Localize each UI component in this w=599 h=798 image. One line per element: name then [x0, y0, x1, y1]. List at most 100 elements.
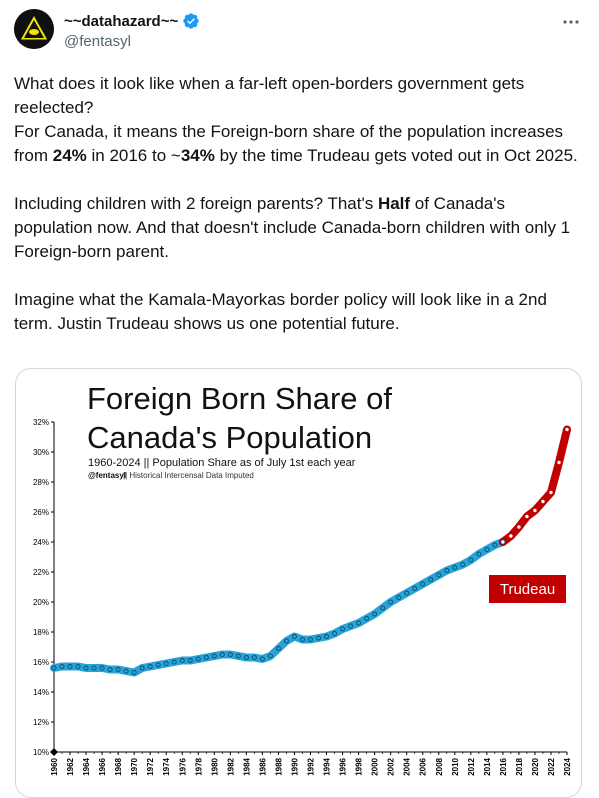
- data-point: [436, 572, 442, 578]
- data-point: [203, 655, 209, 660]
- y-tick-label: 18%: [33, 628, 49, 637]
- data-point: [51, 665, 57, 671]
- x-tick-label: 1992: [307, 757, 316, 775]
- tweet-text: What does it look like when a far-left o…: [14, 72, 584, 336]
- x-tick-label: 1994: [323, 757, 332, 775]
- x-tick-label: 1990: [290, 757, 299, 775]
- tweet-paragraph: Imagine what the Kamala-Mayorkas border …: [14, 288, 584, 336]
- x-tick-label: 2020: [531, 757, 540, 775]
- chart-credit-handle: @fentasyl: [88, 471, 126, 480]
- data-point-trudeau: [557, 460, 561, 465]
- x-tick-label: 2006: [419, 757, 428, 775]
- more-options-icon[interactable]: [561, 12, 581, 32]
- avatar[interactable]: [14, 9, 54, 49]
- x-tick-label: 1968: [114, 757, 123, 775]
- data-point: [380, 605, 386, 611]
- trudeau-label: Trudeau: [500, 581, 555, 598]
- x-tick-label: 2010: [451, 757, 460, 775]
- axis-origin-marker: [50, 748, 58, 756]
- data-point: [460, 562, 466, 567]
- tweet-bold-run: Half: [377, 194, 411, 213]
- x-tick-label: 2008: [435, 757, 444, 775]
- data-point: [219, 652, 225, 657]
- tweet-text-run: by the time Trudeau gets voted out in Oc…: [214, 146, 578, 165]
- data-point: [163, 661, 169, 666]
- x-tick-label: 2014: [483, 757, 492, 775]
- user-handle[interactable]: @fentasyl: [64, 33, 131, 50]
- trudeau-label-box: [489, 575, 566, 603]
- data-point: [179, 658, 185, 663]
- tweet-media[interactable]: 32% 30% 28% 26% 24% 22% 20% 18% 16% 14% 12% 10% 1960…: [15, 368, 582, 798]
- data-point: [251, 655, 257, 660]
- tweet-paragraph: For Canada, it means the Foreign-born sh…: [14, 120, 584, 168]
- chart-credit-note: || Historical Intercensal Data Imputed: [123, 471, 254, 480]
- data-point: [275, 646, 281, 651]
- data-point: [484, 547, 490, 552]
- tweet-text-run: in 2016 to ~: [86, 146, 181, 165]
- tweet-bold-run: 34%: [180, 146, 215, 165]
- tweet-paragraph: Including children with 2 foreign parent…: [14, 192, 584, 264]
- data-point: [476, 551, 482, 557]
- data-point: [195, 656, 201, 662]
- chart-subtitle: 1960-2024 || Population Share as of July…: [88, 457, 356, 469]
- y-tick-label: 20%: [33, 598, 49, 607]
- data-point: [396, 595, 402, 600]
- y-tick-label: 32%: [33, 418, 49, 427]
- display-name[interactable]: ~~datahazard~~: [64, 12, 179, 30]
- data-point: [292, 634, 297, 639]
- x-tick-label: 1984: [242, 757, 251, 775]
- x-tick-label: 1976: [178, 757, 187, 775]
- x-tick-label: 2016: [499, 757, 508, 775]
- x-tick-label: 1978: [194, 757, 203, 775]
- data-point: [59, 664, 65, 669]
- data-point: [404, 590, 410, 596]
- data-point: [139, 665, 145, 671]
- x-tick-label: 1980: [210, 757, 219, 775]
- tweet-bold-run: 24%: [52, 146, 87, 165]
- x-tick-label: 1982: [226, 757, 235, 775]
- data-point: [131, 670, 137, 675]
- data-point-trudeau: [541, 499, 545, 504]
- hazard-logo-icon: [14, 9, 54, 49]
- data-point-trudeau: [549, 490, 553, 495]
- data-point: [147, 664, 153, 669]
- data-point: [332, 631, 337, 636]
- data-point: [444, 568, 450, 573]
- y-tick-label: 22%: [33, 568, 49, 577]
- y-tick-label: 28%: [33, 478, 49, 487]
- data-point: [324, 634, 329, 639]
- tweet-text-run: Including children with 2 foreign parent…: [14, 194, 378, 213]
- paragraph-gap: [14, 168, 584, 192]
- data-point-trudeau: [533, 508, 537, 513]
- data-point: [316, 635, 321, 641]
- x-tick-label: 2004: [403, 757, 412, 775]
- x-tick-label: 2022: [547, 757, 556, 775]
- data-point: [452, 565, 458, 570]
- series-line-historical: [50, 538, 507, 677]
- x-tick-label: 1998: [355, 757, 364, 775]
- x-tick-label: 2018: [515, 757, 524, 775]
- x-tick-label: 1986: [258, 757, 267, 775]
- data-point: [235, 653, 241, 659]
- data-point: [171, 659, 177, 665]
- data-point: [187, 658, 193, 663]
- data-point: [259, 656, 265, 662]
- data-point: [300, 637, 305, 642]
- chart-title-line: Canada's Population: [87, 420, 372, 455]
- verified-badge-icon: [183, 13, 199, 29]
- data-point: [211, 653, 217, 659]
- x-tick-label: 2000: [371, 757, 380, 775]
- data-point: [115, 667, 121, 672]
- y-tick-label: 10%: [33, 748, 49, 757]
- data-point: [123, 668, 129, 674]
- data-point: [348, 623, 354, 629]
- data-point: [468, 557, 474, 563]
- tweet-paragraph: What does it look like when a far-left o…: [14, 72, 584, 120]
- x-tick-label: 2012: [467, 757, 476, 775]
- data-point: [420, 581, 426, 587]
- data-point: [356, 620, 362, 626]
- data-point: [75, 664, 81, 669]
- data-point: [428, 577, 434, 582]
- data-point-trudeau: [501, 540, 505, 544]
- data-point-trudeau: [565, 427, 569, 432]
